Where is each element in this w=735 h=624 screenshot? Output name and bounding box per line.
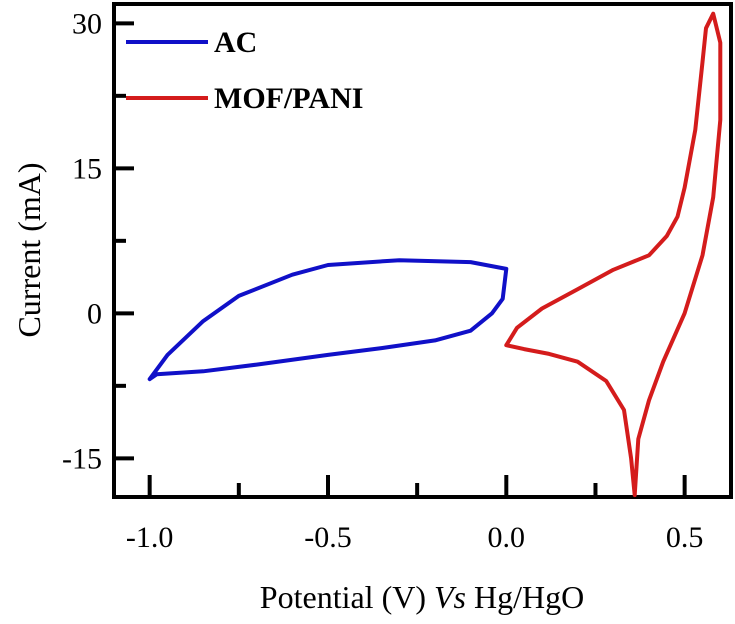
y-tick-label: 0: [87, 297, 102, 330]
series-group: [147, 11, 723, 498]
x-axis-title-part: Potential (V): [260, 579, 434, 615]
legend-label: AC: [214, 26, 257, 59]
x-axis-title-ref: Hg/HgO: [466, 579, 584, 615]
y-axis-title: Current (mA): [11, 162, 47, 337]
y-tick-label: 15: [72, 152, 102, 185]
plot-frame: [112, 2, 733, 499]
y-tick-label: -15: [62, 442, 102, 475]
x-axis-title: Potential (V) Vs Hg/HgO: [260, 579, 584, 615]
y-tick-label: 30: [72, 7, 102, 40]
axis-ticks: [114, 21, 687, 497]
x-tick-label: -0.5: [304, 521, 352, 554]
legend-label: MOF/PANI: [214, 82, 363, 115]
x-axis-title-vs: Vs: [434, 579, 466, 615]
series-line-ac: [147, 258, 509, 382]
legend: AC MOF/PANI: [126, 26, 363, 115]
x-tick-label: 0.0: [488, 521, 526, 554]
x-tick-label: -1.0: [126, 521, 174, 554]
series-line-mof-pani: [504, 11, 723, 498]
axis-tick-labels: -1.0 -0.5 0.0 0.5 -15 0 15 30: [62, 7, 703, 554]
x-tick-label: 0.5: [666, 521, 704, 554]
